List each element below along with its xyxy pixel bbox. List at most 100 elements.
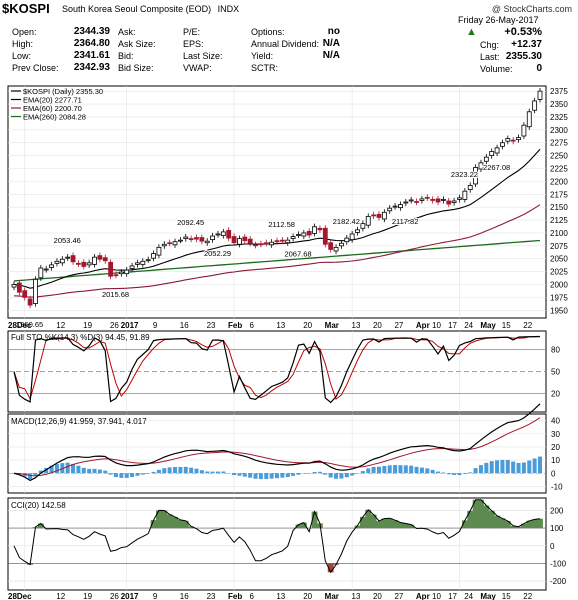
candle-body bbox=[274, 240, 280, 243]
macd-tick-label: 0 bbox=[551, 469, 556, 478]
candle-body bbox=[462, 190, 468, 200]
price-tick-label: 2375 bbox=[550, 87, 568, 96]
candle-body bbox=[27, 298, 33, 306]
candle-body bbox=[532, 100, 538, 111]
x-axis-label-bottom: 9 bbox=[153, 592, 158, 600]
x-axis-label-bottom: 23 bbox=[207, 592, 216, 600]
macd-histogram-bar bbox=[248, 473, 253, 478]
price-annotation: 2267.08 bbox=[483, 163, 510, 172]
chg-value: +12.37 bbox=[511, 39, 542, 50]
candle-body bbox=[199, 237, 205, 242]
macd-histogram-bar bbox=[489, 461, 494, 474]
cci-overbought-fill bbox=[376, 521, 382, 529]
macd-histogram-bar bbox=[344, 473, 349, 478]
legend-entry: EMA(260) 2084.28 bbox=[23, 113, 86, 122]
last-size-label: Last Size: bbox=[183, 51, 223, 61]
macd-histogram-bar bbox=[403, 465, 408, 474]
macd-histogram-bar bbox=[339, 473, 344, 479]
macd-histogram-bar bbox=[22, 473, 27, 477]
ask-size-label: Ask Size: bbox=[118, 39, 156, 49]
x-axis-label-bottom: 6 bbox=[250, 592, 255, 600]
macd-histogram-bar bbox=[264, 473, 269, 480]
price-annotation: 2053.46 bbox=[54, 236, 81, 245]
macd-histogram-bar bbox=[183, 466, 188, 474]
sto-k-line bbox=[13, 335, 541, 404]
macd-histogram-bar bbox=[173, 467, 178, 474]
candle-body bbox=[408, 199, 414, 202]
x-axis-label: 9 bbox=[153, 321, 158, 330]
macd-tick-label: 40 bbox=[551, 417, 560, 426]
candle-body bbox=[237, 238, 242, 245]
price-annotation: 2117.82 bbox=[392, 217, 419, 226]
macd-histogram-bar bbox=[473, 468, 478, 474]
macd-histogram-bar bbox=[468, 472, 473, 474]
candle-body bbox=[172, 241, 178, 246]
cci-overbought-fill bbox=[188, 526, 195, 529]
candle-body bbox=[306, 230, 312, 236]
candle-body bbox=[296, 234, 301, 236]
price-annotation: 2092.45 bbox=[177, 218, 204, 227]
macd-histogram-bar bbox=[462, 473, 467, 474]
cci-overbought-fill bbox=[150, 520, 157, 529]
cci-overbought-fill bbox=[526, 520, 533, 529]
price-tick-label: 2325 bbox=[550, 113, 568, 122]
macd-signal-line bbox=[13, 417, 541, 477]
candle-body bbox=[387, 207, 393, 212]
macd-histogram-bar bbox=[478, 465, 483, 474]
candle-body bbox=[43, 268, 49, 271]
x-axis-label: 26 bbox=[110, 321, 119, 330]
macd-histogram-bar bbox=[156, 469, 161, 474]
macd-histogram-bar bbox=[430, 469, 435, 474]
price-tick-label: 2175 bbox=[550, 190, 568, 199]
price-annotation: 1960.65 bbox=[16, 320, 43, 329]
macd-histogram-bar bbox=[146, 473, 151, 474]
candle-body bbox=[86, 262, 92, 266]
candle-body bbox=[210, 235, 215, 241]
low-value: 2341.61 bbox=[73, 50, 110, 61]
cci-overbought-fill bbox=[166, 514, 173, 529]
macd-histogram-bar bbox=[285, 473, 290, 478]
x-axis-label-bottom: Apr bbox=[416, 592, 430, 600]
volume-label: Volume: bbox=[480, 64, 513, 74]
candle-body bbox=[156, 246, 162, 256]
legend-entry: EMA(20) 2277.71 bbox=[23, 96, 82, 105]
candle-body bbox=[376, 213, 382, 218]
macd-histogram-bar bbox=[317, 471, 322, 474]
candle-body bbox=[81, 261, 87, 267]
cci-overbought-fill bbox=[397, 522, 404, 529]
candle-body bbox=[430, 199, 436, 201]
macd-histogram-bar bbox=[328, 473, 333, 478]
x-axis-label: 2017 bbox=[121, 321, 139, 330]
x-axis-label: Mar bbox=[325, 321, 339, 330]
legend-entry: $KOSPI (Daily) 2355.30 bbox=[23, 87, 103, 96]
description-text: South Korea Seoul Composite (EOD) bbox=[62, 4, 212, 14]
last-value: 2355.30 bbox=[505, 51, 542, 62]
cci-overbought-fill bbox=[408, 524, 415, 529]
candle-body bbox=[301, 232, 307, 237]
cci-overbought-fill bbox=[472, 499, 479, 529]
x-axis-label-bottom: Mar bbox=[325, 592, 339, 600]
candle-body bbox=[457, 197, 462, 200]
cci-overbought-fill bbox=[311, 511, 318, 529]
macd-histogram-bar bbox=[436, 471, 441, 474]
macd-histogram-bar bbox=[237, 473, 242, 476]
candle-body bbox=[355, 229, 360, 233]
options-value: no bbox=[327, 26, 340, 37]
macd-histogram-bar bbox=[97, 469, 102, 474]
macd-histogram-bar bbox=[398, 465, 403, 474]
macd-histogram-bar bbox=[425, 468, 430, 474]
volume-value: 0 bbox=[536, 63, 542, 74]
candle-body bbox=[188, 238, 194, 241]
x-axis-label-bottom: 24 bbox=[464, 592, 473, 600]
candle-body bbox=[263, 242, 269, 245]
candle-body bbox=[220, 231, 226, 236]
price-tick-label: 2275 bbox=[550, 139, 568, 148]
macd-histogram-bar bbox=[49, 465, 54, 474]
x-axis-label-bottom: 13 bbox=[352, 592, 361, 600]
x-axis-label-bottom: 16 bbox=[180, 592, 189, 600]
candle-body bbox=[328, 242, 334, 250]
macd-histogram-bar bbox=[500, 459, 505, 474]
cci-overbought-fill bbox=[161, 510, 168, 529]
macd-histogram-bar bbox=[87, 468, 92, 474]
macd-histogram-bar bbox=[323, 473, 328, 475]
